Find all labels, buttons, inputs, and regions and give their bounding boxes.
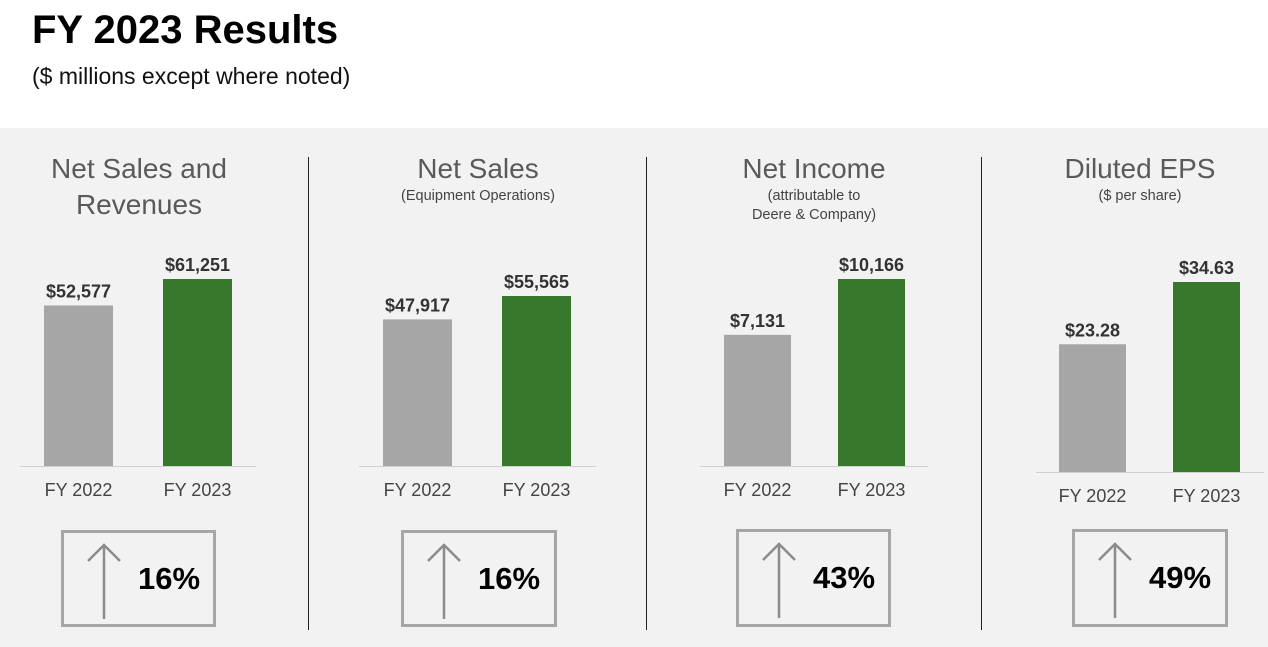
bar-chart: $7,131 $10,166 FY 2022 FY 2023 xyxy=(700,255,928,500)
change-box: 49% xyxy=(1072,529,1228,627)
panel-title-line: Revenues xyxy=(75,189,203,220)
bar-fy2022 xyxy=(724,334,791,466)
panel-net-sales-revenues: Net Sales and Revenues $52,577 $61,251 F… xyxy=(0,128,278,647)
category-label: FY 2022 xyxy=(1059,486,1127,506)
category-label: FY 2023 xyxy=(164,480,232,500)
panel-title-line: Net Sales and xyxy=(51,153,227,184)
page-title: FY 2023 Results xyxy=(32,8,339,52)
bar-chart: $47,917 $55,565 FY 2022 FY 2023 xyxy=(359,272,596,500)
value-label-fy2022: $23.28 xyxy=(1065,320,1120,340)
category-label: FY 2022 xyxy=(724,480,792,500)
panel-divider xyxy=(981,157,982,630)
value-label-fy2022: $47,917 xyxy=(385,295,450,315)
panel-title-line: Net Income xyxy=(742,153,886,184)
bar-fy2022 xyxy=(383,319,452,466)
panel-subtitle-line: (attributable to xyxy=(767,188,861,204)
bar-fy2022 xyxy=(1059,344,1126,472)
panel-title-line: Net Sales xyxy=(417,153,539,184)
category-label: FY 2023 xyxy=(838,480,906,500)
up-arrow-icon xyxy=(427,543,461,619)
change-box: 16% xyxy=(401,530,557,627)
panel-net-income: Net Income (attributable to Deere & Comp… xyxy=(678,128,950,647)
panel-divider xyxy=(646,157,647,630)
up-arrow-icon xyxy=(1098,542,1132,618)
bar-fy2023 xyxy=(163,279,232,466)
panel-title-line: Diluted EPS xyxy=(1064,153,1216,184)
category-label: FY 2023 xyxy=(1173,486,1241,506)
category-label: FY 2023 xyxy=(503,480,571,500)
category-label: FY 2022 xyxy=(45,480,113,500)
bar-chart: $23.28 $34.63 FY 2022 FY 2023 xyxy=(1036,258,1264,506)
up-arrow-icon xyxy=(762,542,796,618)
value-label-fy2022: $7,131 xyxy=(730,311,785,331)
value-label-fy2023: $55,565 xyxy=(504,272,569,292)
up-arrow-icon xyxy=(87,543,121,619)
panel-subtitle-line: Deere & Company) xyxy=(751,207,877,223)
change-box: 43% xyxy=(736,529,891,627)
change-box: 16% xyxy=(61,530,216,627)
value-label-fy2022: $52,577 xyxy=(46,281,111,301)
panel-diluted-eps: Diluted EPS ($ per share) $23.28 $34.63 … xyxy=(1012,128,1268,647)
value-label-fy2023: $10,166 xyxy=(839,255,904,275)
panel-divider xyxy=(308,157,309,630)
bar-fy2022 xyxy=(44,305,113,466)
bar-chart: $52,577 $61,251 FY 2022 FY 2023 xyxy=(20,255,256,500)
panel-subtitle-line: ($ per share) xyxy=(1098,188,1182,204)
change-percent: 16% xyxy=(138,561,201,596)
value-label-fy2023: $34.63 xyxy=(1179,258,1234,278)
panel-subtitle-line: (Equipment Operations) xyxy=(401,188,555,204)
bar-fy2023 xyxy=(1173,282,1240,472)
value-label-fy2023: $61,251 xyxy=(165,255,230,275)
bar-fy2023 xyxy=(502,296,571,466)
change-percent: 43% xyxy=(813,560,876,595)
category-label: FY 2022 xyxy=(384,480,452,500)
change-percent: 16% xyxy=(478,561,541,596)
change-percent: 49% xyxy=(1149,560,1212,595)
panel-net-sales: Net Sales (Equipment Operations) $47,917… xyxy=(340,128,616,647)
page-subtitle: ($ millions except where noted) xyxy=(32,63,351,89)
bar-fy2023 xyxy=(838,279,905,466)
